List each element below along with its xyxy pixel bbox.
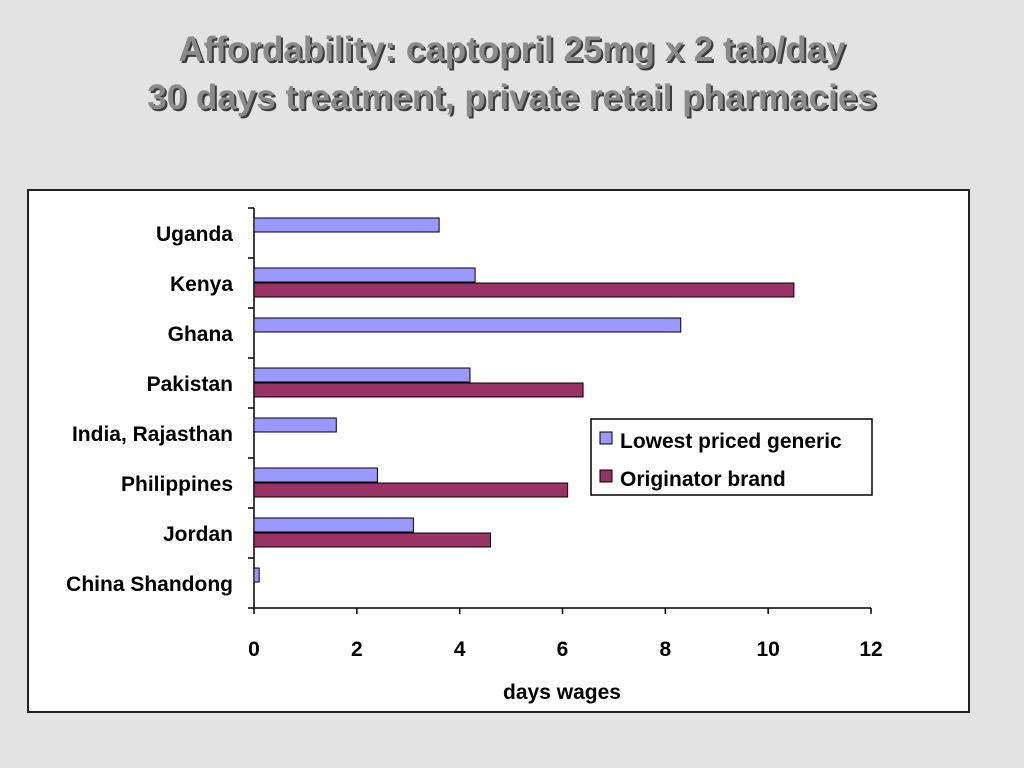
x-axis-label: days wages bbox=[503, 681, 621, 704]
category-label: Philippines bbox=[121, 473, 233, 496]
bar-originator bbox=[253, 282, 795, 298]
x-tick-label: 4 bbox=[454, 638, 466, 661]
chart-title-line-1: Affordability: captopril 25mg x 2 tab/da… bbox=[178, 30, 846, 69]
legend-label: Originator brand bbox=[620, 468, 786, 491]
bar-generic bbox=[253, 217, 440, 233]
chart-title-line-2: 30 days treatment, private retail pharma… bbox=[147, 78, 877, 117]
bars bbox=[253, 217, 795, 583]
category-label: Uganda bbox=[156, 223, 233, 246]
bar-originator bbox=[253, 382, 584, 398]
chart-title: Affordability: captopril 25mg x 2 tab/da… bbox=[0, 26, 1024, 122]
bar-generic bbox=[253, 567, 260, 583]
legend-label: Lowest priced generic bbox=[620, 430, 842, 453]
x-tick-label: 6 bbox=[557, 638, 569, 661]
x-tick-labels: 0 2 4 6 8 10 12 bbox=[248, 638, 883, 661]
bar-originator bbox=[253, 532, 492, 548]
legend-swatch bbox=[599, 469, 613, 483]
legend-box bbox=[590, 418, 873, 496]
category-labels: Uganda Kenya Ghana Pakistan India, Rajasthan… bbox=[66, 223, 233, 596]
category-label: India, Rajasthan bbox=[72, 423, 233, 446]
legend-swatch bbox=[599, 431, 613, 445]
category-label: Jordan bbox=[163, 523, 233, 546]
category-label: Kenya bbox=[170, 273, 233, 296]
bar-generic bbox=[253, 367, 471, 383]
x-tick-label: 10 bbox=[756, 638, 779, 661]
bar-generic bbox=[253, 417, 337, 433]
bar-originator bbox=[253, 482, 569, 498]
bar-generic bbox=[253, 467, 378, 483]
bar-generic bbox=[253, 517, 414, 533]
bar-generic bbox=[253, 267, 476, 283]
bar-generic bbox=[253, 317, 682, 333]
category-label: Ghana bbox=[168, 323, 234, 346]
legend: Lowest priced generic Originator brand bbox=[590, 418, 873, 496]
x-tick-label: 8 bbox=[659, 638, 671, 661]
x-tick-label: 12 bbox=[859, 638, 882, 661]
x-tick-label: 0 bbox=[248, 638, 260, 661]
x-tick-label: 2 bbox=[351, 638, 363, 661]
category-label: Pakistan bbox=[147, 373, 233, 396]
category-label: China Shandong bbox=[66, 573, 233, 596]
